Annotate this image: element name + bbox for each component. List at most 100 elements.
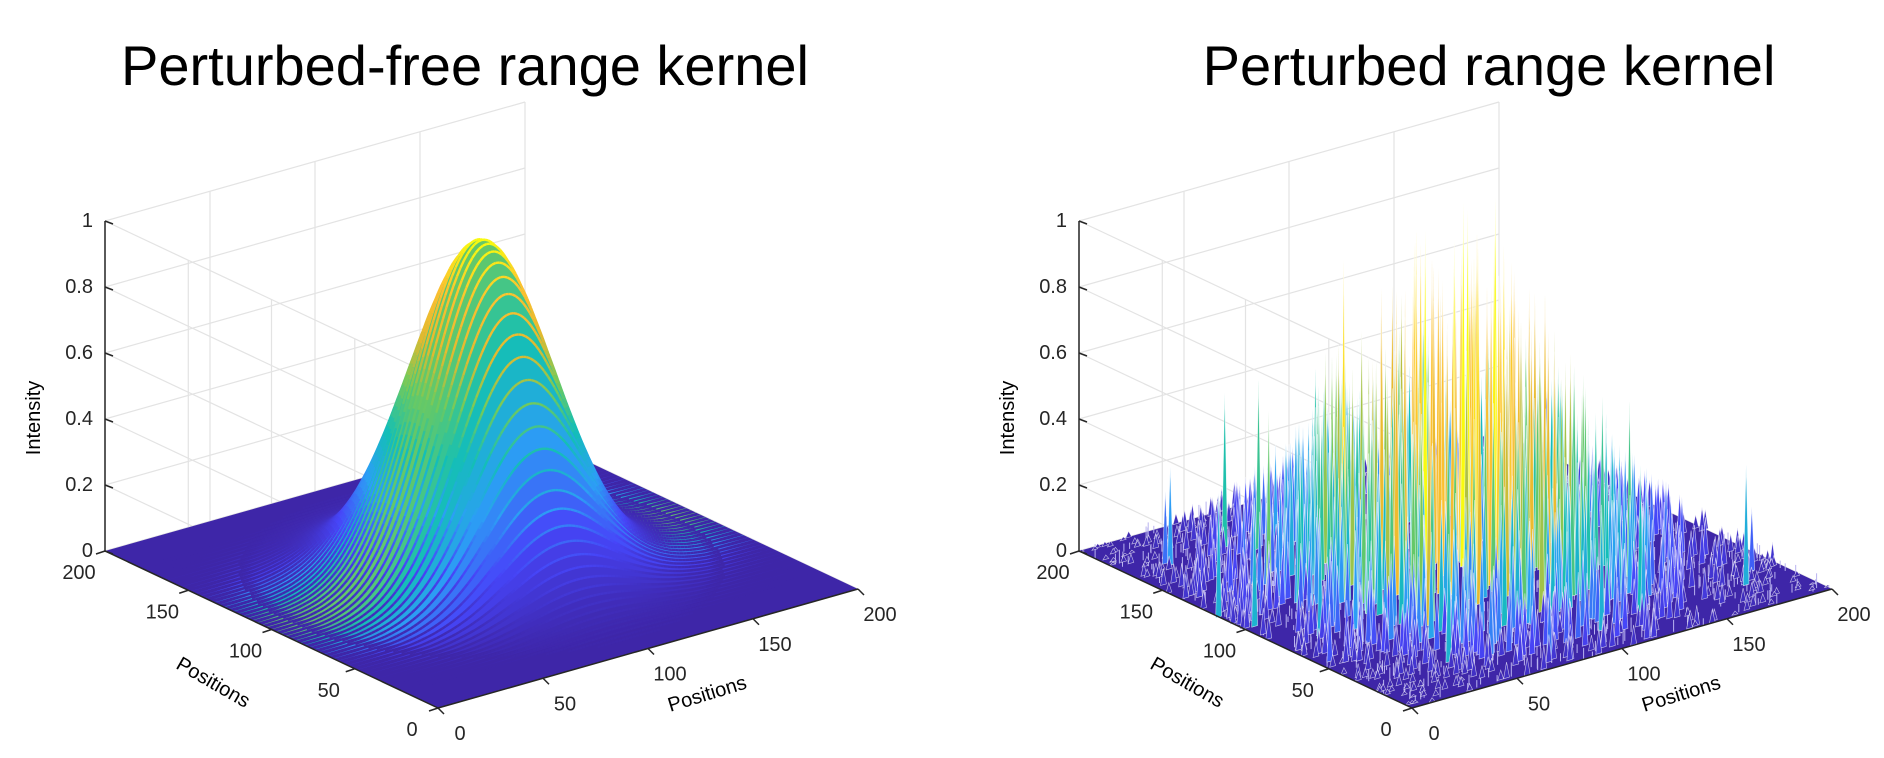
- surface-segment: [465, 500, 471, 510]
- surface-segment: [640, 541, 646, 546]
- surface-segment: [399, 646, 404, 650]
- surface-segment: [340, 527, 347, 535]
- surface-segment: [529, 618, 535, 623]
- surface-segment: [444, 545, 450, 554]
- surface-segment: [420, 498, 426, 510]
- surface-segment: [249, 549, 254, 553]
- surface-segment: [310, 537, 316, 543]
- surface-segment: [425, 564, 431, 572]
- surface-segment: [417, 525, 424, 536]
- surface-segment: [296, 622, 302, 626]
- surface-segment: [295, 605, 300, 610]
- surface-segment: [314, 627, 319, 632]
- surface-segment: [255, 575, 261, 579]
- surface-segment: [445, 561, 451, 570]
- surface-segment: [302, 535, 308, 540]
- surface-segment: [645, 508, 650, 512]
- surface-segment: [420, 651, 426, 656]
- surface-segment: [479, 591, 485, 598]
- surface-segment: [288, 561, 294, 566]
- surface-segment: [324, 502, 329, 506]
- surface-segment: [284, 520, 290, 524]
- surface-segment: [336, 529, 342, 537]
- surface-segment: [259, 545, 265, 549]
- surface-segment: [381, 624, 387, 629]
- surface-segment: [293, 553, 299, 559]
- surface-segment: [438, 318, 445, 332]
- surface-segment: [499, 261, 504, 265]
- surface-segment: [623, 528, 629, 534]
- surface-segment: [330, 564, 337, 571]
- surface-segment: [523, 603, 529, 608]
- surface-segment: [414, 628, 420, 634]
- surface-segment: [319, 590, 325, 595]
- surface-segment: [593, 471, 599, 480]
- surface-segment: [344, 520, 350, 529]
- surface-segment: [615, 534, 621, 539]
- surface-segment: [254, 583, 260, 587]
- surface-segment: [440, 638, 446, 643]
- surface-segment: [290, 603, 295, 608]
- surface-segment: [467, 541, 474, 549]
- surface-segment: [259, 596, 265, 601]
- surface-segment: [312, 540, 318, 547]
- surface-segment: [357, 507, 364, 517]
- surface-segment: [449, 511, 456, 521]
- surface-segment: [629, 562, 634, 566]
- surface-segment: [358, 640, 363, 644]
- surface-segment: [296, 596, 301, 601]
- surface-segment: [421, 570, 428, 578]
- surface-segment: [534, 344, 541, 352]
- surface-segment: [468, 622, 474, 628]
- surface-segment: [478, 379, 485, 389]
- surface-segment: [486, 453, 492, 462]
- surface-segment: [268, 588, 274, 593]
- surface-segment: [398, 500, 405, 512]
- surface-segment: [455, 542, 462, 551]
- surface-segment: [392, 483, 399, 495]
- surface-segment: [322, 568, 328, 575]
- surface-segment: [290, 524, 296, 528]
- surface-segment: [269, 531, 275, 536]
- surface-segment: [360, 498, 367, 509]
- surface-segment: [412, 395, 419, 409]
- surface-segment: [636, 530, 642, 535]
- surface-segment: [446, 520, 452, 530]
- surface-segment: [314, 555, 320, 562]
- surface-segment: [304, 556, 310, 562]
- surface-segment: [407, 395, 414, 410]
- surface-segment: [384, 492, 391, 504]
- surface-segment: [625, 526, 631, 532]
- surface-segment: [353, 637, 359, 642]
- surface-segment: [309, 519, 315, 524]
- surface-segment: [514, 409, 520, 415]
- surface-segment: [658, 512, 663, 516]
- surface-segment: [343, 601, 349, 606]
- surface-segment: [487, 330, 494, 339]
- surface-segment: [268, 565, 273, 570]
- surface-segment: [701, 582, 706, 586]
- surface-segment: [507, 497, 513, 504]
- surface-segment: [624, 553, 630, 558]
- surface-segment: [262, 572, 268, 576]
- surface-segment: [359, 493, 366, 504]
- surface-segment: [281, 521, 286, 526]
- surface-segment: [242, 551, 247, 555]
- surface-segment: [625, 541, 631, 546]
- surface-segment: [277, 568, 283, 573]
- surface-segment: [407, 363, 414, 376]
- surface-segment: [279, 563, 285, 568]
- surface-segment: [373, 583, 379, 590]
- surface-segment: [524, 577, 530, 583]
- surface-segment: [307, 542, 313, 548]
- surface-segment: [313, 567, 319, 573]
- surface-segment: [632, 545, 638, 550]
- surface-segment: [492, 277, 498, 283]
- surface-segment: [653, 510, 658, 514]
- surface-segment: [458, 461, 465, 473]
- surface-segment: [693, 531, 698, 535]
- surface-segment: [648, 557, 653, 561]
- surface-segment: [443, 615, 449, 621]
- surface-segment: [403, 398, 409, 413]
- surface-segment: [451, 633, 456, 638]
